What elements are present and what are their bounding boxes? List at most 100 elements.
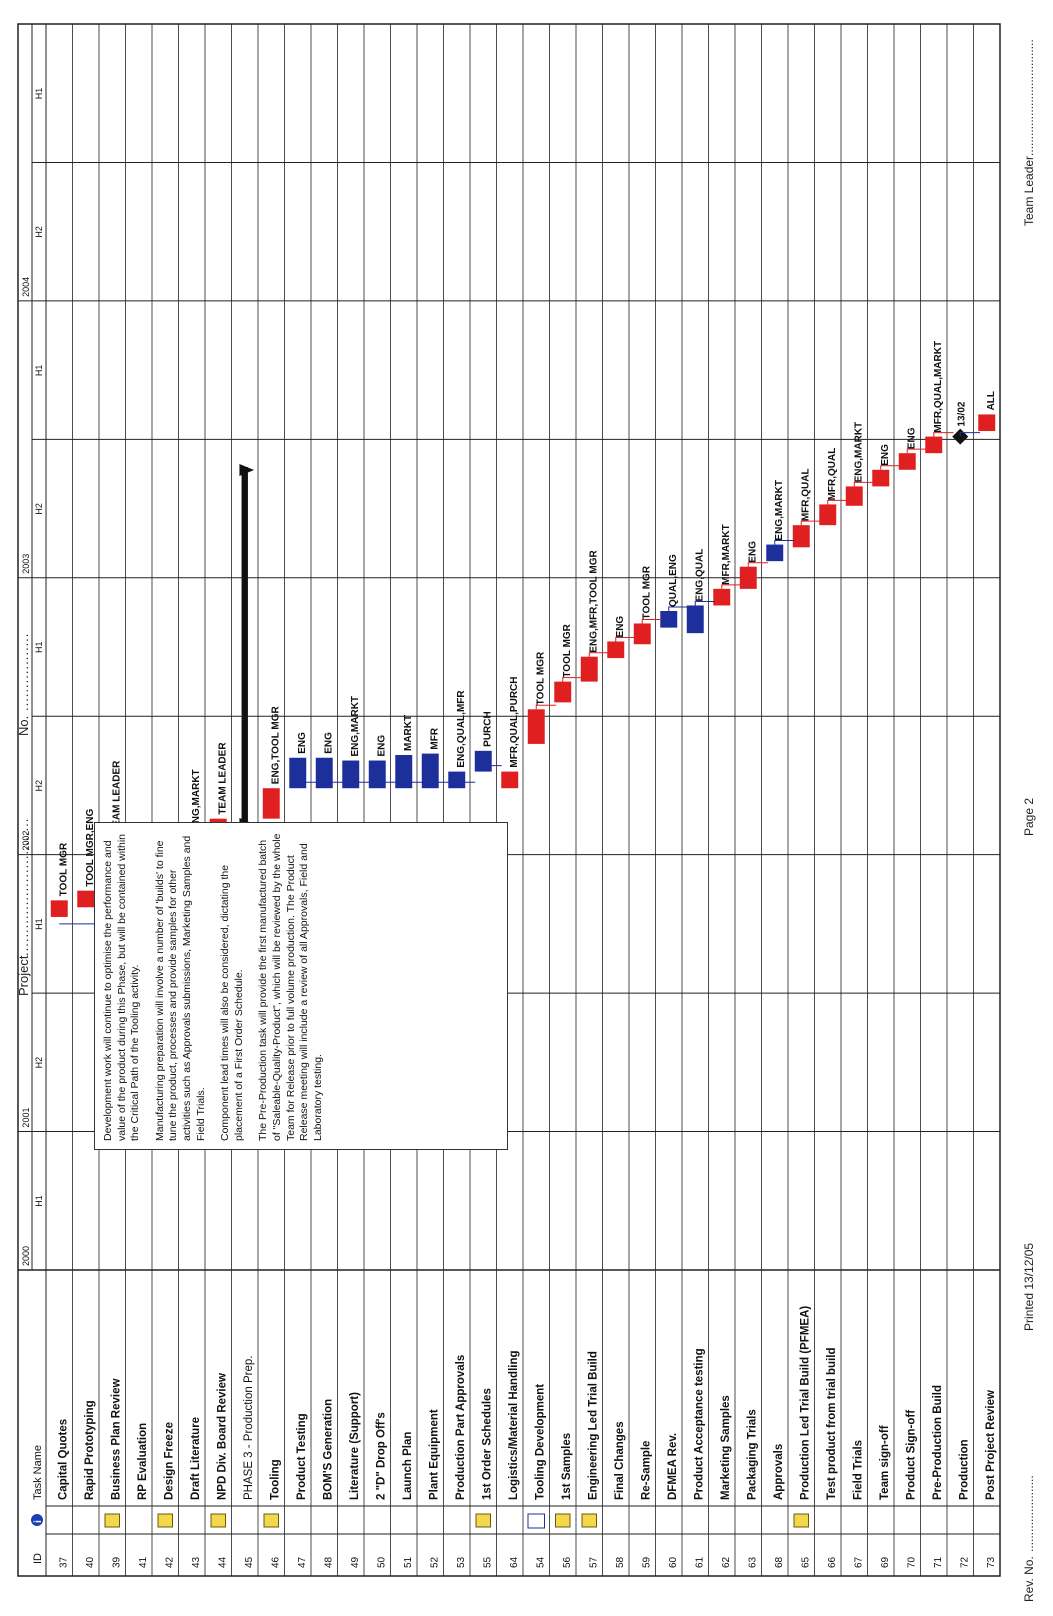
task-bar [713, 588, 731, 606]
task-bar [686, 605, 704, 634]
task-name: Plant Equipment [429, 1409, 441, 1500]
task-bar [660, 611, 678, 628]
task-id: 62 [721, 1556, 732, 1568]
phase-note-box: Development work will continue to optimi… [94, 822, 508, 1150]
task-name: Product Acceptance testing [694, 1348, 706, 1500]
note-paragraph-4: The Pre-Production task will provide the… [257, 833, 324, 1141]
note-paragraph-1: Development work will continue to optimi… [102, 833, 142, 1141]
task-bar [580, 656, 598, 682]
column-header-id: ID [32, 1553, 44, 1564]
resource-label: ENG,MFR,TOOL MGR [589, 550, 600, 653]
task-name: Design Freeze [164, 1422, 176, 1500]
half-label: H1 [34, 641, 44, 653]
note-icon [104, 1513, 120, 1528]
task-name: BOM'S Generation [323, 1399, 335, 1500]
resource-label: MFR [430, 727, 441, 749]
milestone-date-label: 13/02 [956, 401, 967, 426]
task-id: 56 [562, 1556, 573, 1568]
task-bar [368, 760, 386, 789]
task-bar [792, 525, 810, 548]
task-name: NPD Div. Board Review [217, 1373, 229, 1500]
task-name: Draft Literature [190, 1417, 202, 1500]
resource-label: MARKT [403, 715, 414, 751]
dependency-link [562, 677, 583, 682]
task-name: Tooling Development [535, 1384, 547, 1500]
table-frame [17, 23, 1001, 1577]
resource-label: TEAM LEADER [218, 742, 229, 815]
resource-label: ENG [748, 541, 759, 563]
task-bar [898, 453, 916, 470]
team-leader-dots: ................................... [1022, 39, 1036, 156]
task-name: Marketing Samples [720, 1395, 732, 1500]
note-icon [555, 1513, 571, 1528]
resource-label: ENG [324, 732, 335, 754]
task-bar [421, 753, 439, 789]
task-id: 44 [218, 1556, 229, 1568]
half-label: H1 [34, 88, 44, 100]
task-id: 45 [244, 1556, 255, 1568]
task-id: 72 [960, 1556, 971, 1568]
note-icon [263, 1513, 279, 1528]
summary-end-right [239, 464, 255, 477]
task-id: 65 [801, 1556, 812, 1568]
task-name: Packaging Trials [747, 1409, 759, 1500]
task-id: 70 [907, 1556, 918, 1568]
task-name: 2 "D" Drop Off's [376, 1412, 388, 1500]
resource-label: ENG [297, 732, 308, 754]
task-bar [448, 771, 466, 789]
task-id: 46 [271, 1556, 282, 1568]
task-name: Team sign-off [879, 1425, 891, 1500]
task-bar [342, 760, 360, 789]
task-name: 1st Samples [561, 1433, 573, 1500]
task-name: Test product from trial build [826, 1348, 838, 1500]
dependency-link [880, 465, 901, 470]
resource-label: ENG,MARKT [774, 480, 785, 541]
column-header-task-name: Task Name [32, 1445, 44, 1500]
task-bar [474, 750, 492, 772]
task-id: 39 [112, 1556, 123, 1568]
resource-label: MFR,QUAL [827, 448, 838, 501]
task-id: 40 [85, 1556, 96, 1568]
resource-label: QUAL,ENG [668, 554, 679, 607]
task-bar [77, 890, 95, 908]
task-name: Rapid Prototyping [84, 1400, 96, 1500]
year-label-2000: 2000 [21, 1246, 31, 1266]
resource-label: ENG [907, 427, 918, 449]
task-name: Re-Sample [641, 1441, 653, 1500]
task-name: Approvals [773, 1444, 785, 1500]
dependency-link [694, 600, 716, 606]
task-name: Final Changes [614, 1421, 626, 1500]
task-bar [262, 788, 280, 819]
task-id: 67 [854, 1556, 865, 1568]
half-label: H1 [34, 365, 44, 377]
resource-label: ENG,MARKT [191, 769, 202, 830]
task-bar [554, 681, 572, 703]
task-name: Engineering Led Trial Build [588, 1351, 600, 1500]
task-bar [527, 709, 545, 744]
task-id: 51 [403, 1556, 414, 1568]
resource-label: ENG,MARKT [854, 422, 865, 483]
task-name: Field Trials [853, 1440, 865, 1500]
resource-label: PURCH [483, 711, 494, 747]
task-id: 43 [191, 1556, 202, 1568]
half-label: H1 [34, 918, 44, 930]
resource-label: ENG [615, 616, 626, 638]
dependency-link [588, 652, 610, 657]
half-label: H2 [34, 226, 44, 238]
task-bar [50, 900, 68, 917]
year-label-2004: 2004 [21, 277, 31, 297]
task-name: Pre-Production Build [932, 1385, 944, 1500]
resource-label: ENG [880, 444, 891, 466]
task-name: Production Part Approvals [455, 1355, 467, 1500]
resource-label: ENG,QUAL [695, 549, 706, 602]
dependency-link [827, 499, 848, 505]
task-bar [315, 757, 333, 789]
task-name: Business Plan Review [111, 1379, 123, 1500]
task-id: 63 [748, 1556, 759, 1568]
task-id: 50 [377, 1556, 388, 1568]
task-id: 42 [165, 1556, 176, 1568]
task-bar [872, 469, 890, 487]
task-bar [819, 504, 837, 526]
dependency-link [774, 540, 795, 545]
